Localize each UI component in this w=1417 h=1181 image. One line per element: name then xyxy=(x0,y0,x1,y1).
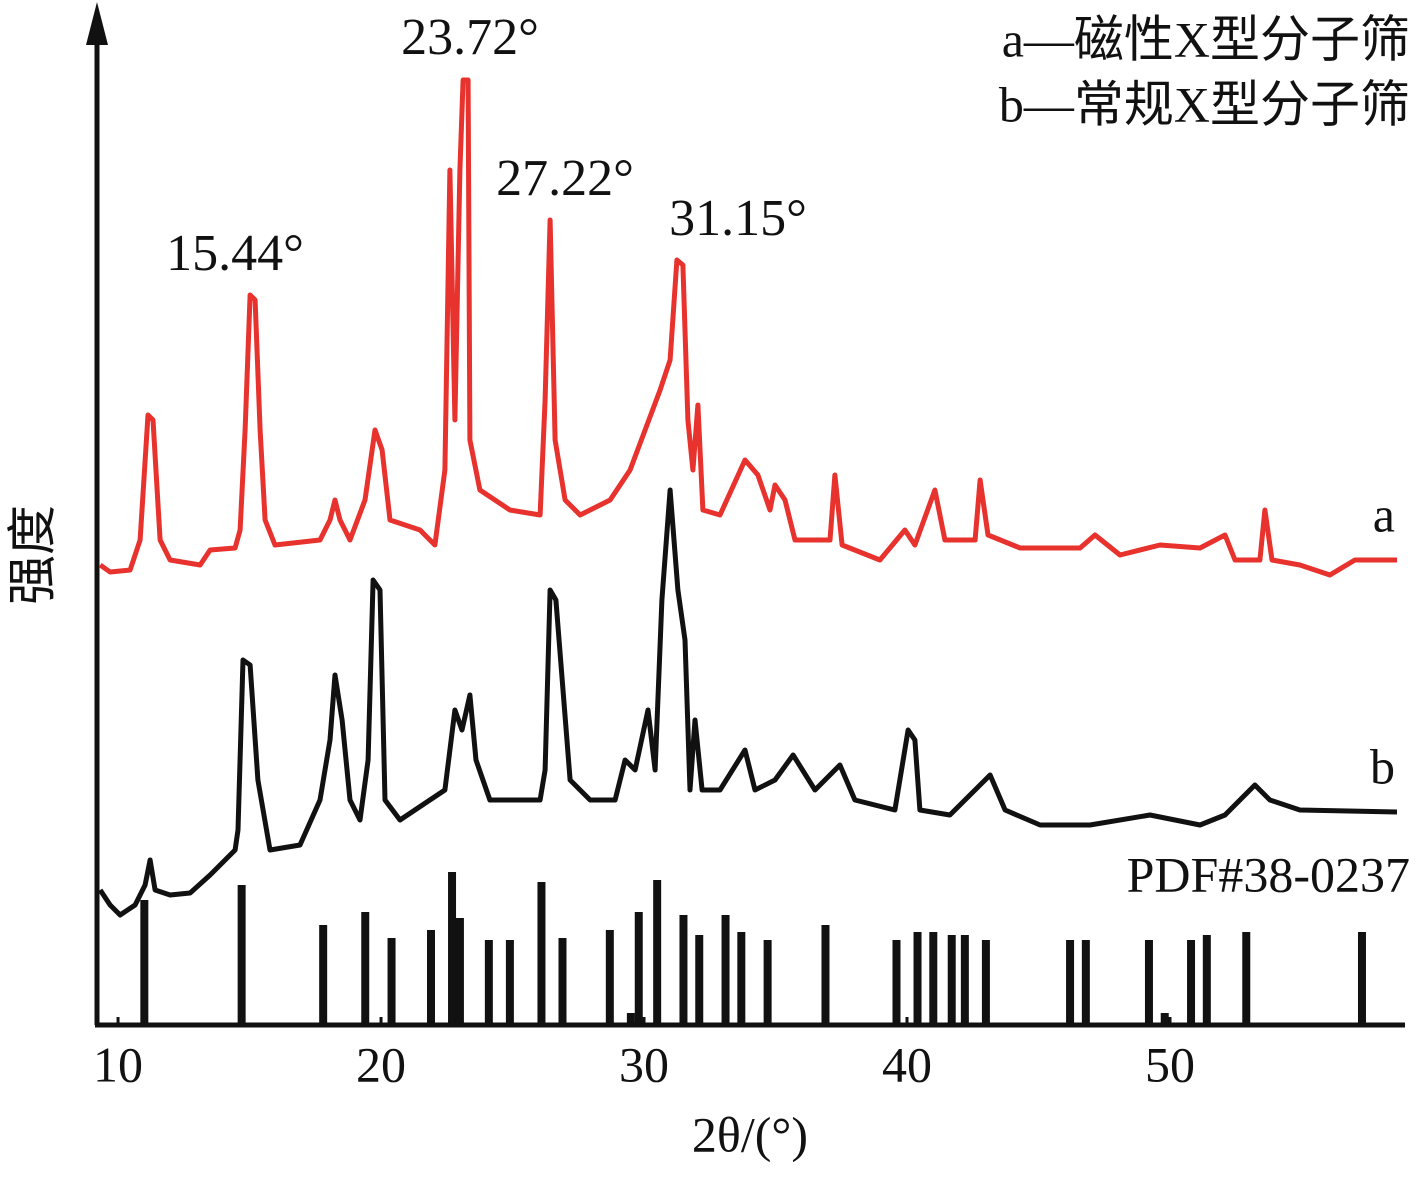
series-label: a xyxy=(1373,486,1395,542)
peak-annotation: 27.22° xyxy=(496,150,634,207)
peak-annotation: 31.15° xyxy=(669,190,807,247)
legend-text: b—常规X型分子筛 xyxy=(999,76,1410,132)
series-label: b xyxy=(1370,738,1395,794)
x-tick-label: 50 xyxy=(1145,1036,1195,1092)
series-line xyxy=(98,77,1397,578)
x-tick-label: 10 xyxy=(93,1036,143,1092)
x-tick-label: 20 xyxy=(356,1036,406,1092)
x-tick-label: 30 xyxy=(619,1036,669,1092)
y-axis-label: 强度 xyxy=(4,505,60,605)
x-axis-label: 2θ/(°) xyxy=(692,1106,808,1162)
reference-label: PDF#38-0237 xyxy=(1127,846,1410,902)
legend-text: a—磁性X型分子筛 xyxy=(1002,11,1410,67)
series-line xyxy=(98,487,1398,918)
x-tick-label: 40 xyxy=(882,1036,932,1092)
peak-annotation: 23.72° xyxy=(401,9,539,66)
y-axis-arrow xyxy=(86,2,108,45)
peak-annotation: 15.44° xyxy=(166,225,304,282)
